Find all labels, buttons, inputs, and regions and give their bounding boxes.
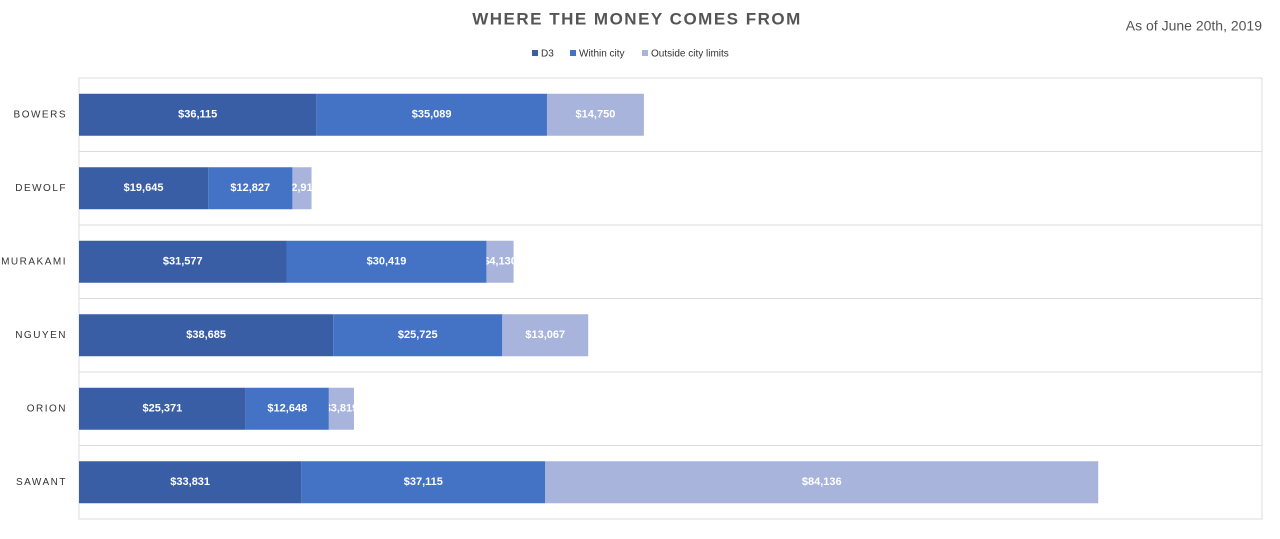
bar-segment: [245, 387, 329, 430]
data-label: $38,685: [186, 329, 226, 341]
data-label: $25,371: [142, 403, 182, 415]
y-tick-label: NGUYEN: [15, 330, 67, 341]
data-label: $19,645: [124, 182, 164, 194]
bar-segment: [292, 167, 312, 210]
bar-segment: [79, 240, 287, 283]
data-label: $12,827: [230, 182, 270, 194]
chart-title: WHERE THE MONEY COMES FROM: [472, 9, 802, 28]
bar-segment: [301, 461, 546, 504]
data-label: $30,419: [367, 256, 407, 268]
legend-label: Outside city limits: [651, 49, 729, 60]
bar-segment: [79, 167, 209, 210]
bar-segment: [79, 93, 317, 136]
bar-segment: [328, 387, 354, 430]
data-label: $4,130: [483, 256, 517, 268]
data-label: $2,910: [285, 182, 319, 194]
y-tick-label: ORION: [27, 403, 67, 414]
bar-segment: [333, 314, 503, 357]
data-label: $33,831: [170, 476, 210, 488]
y-tick-label: DEWOLF: [15, 183, 67, 194]
bar-segment: [546, 93, 644, 136]
bar-segment: [79, 461, 302, 504]
bar-segment: [316, 93, 547, 136]
legend-label: D3: [541, 49, 554, 60]
data-label: $25,725: [398, 329, 438, 341]
bar-segment: [208, 167, 293, 210]
data-label: $3,819: [325, 403, 359, 415]
bar-segment: [286, 240, 487, 283]
y-tick-label: BOWERS: [14, 109, 67, 120]
legend-swatch: [532, 50, 538, 56]
chart-subtitle: As of June 20th, 2019: [1126, 18, 1262, 34]
y-tick-label: SAWANT: [16, 477, 67, 488]
data-label: $36,115: [178, 109, 217, 121]
bar-segment: [486, 240, 514, 283]
data-label: $37,115: [404, 476, 443, 488]
bar-segment: [79, 387, 246, 430]
data-label: $13,067: [525, 329, 565, 341]
bar-segment: [545, 461, 1099, 504]
bar-segment: [79, 314, 334, 357]
bar-segment: [502, 314, 589, 357]
legend-swatch: [570, 50, 576, 56]
y-tick-label: MURAKAMI: [1, 256, 67, 267]
legend-swatch: [642, 50, 648, 56]
data-label: $84,136: [802, 476, 842, 488]
legend-label: Within city: [579, 49, 625, 60]
data-label: $14,750: [576, 109, 616, 121]
data-label: $35,089: [412, 109, 452, 121]
data-label: $31,577: [163, 256, 203, 268]
data-label: $12,648: [267, 403, 307, 415]
